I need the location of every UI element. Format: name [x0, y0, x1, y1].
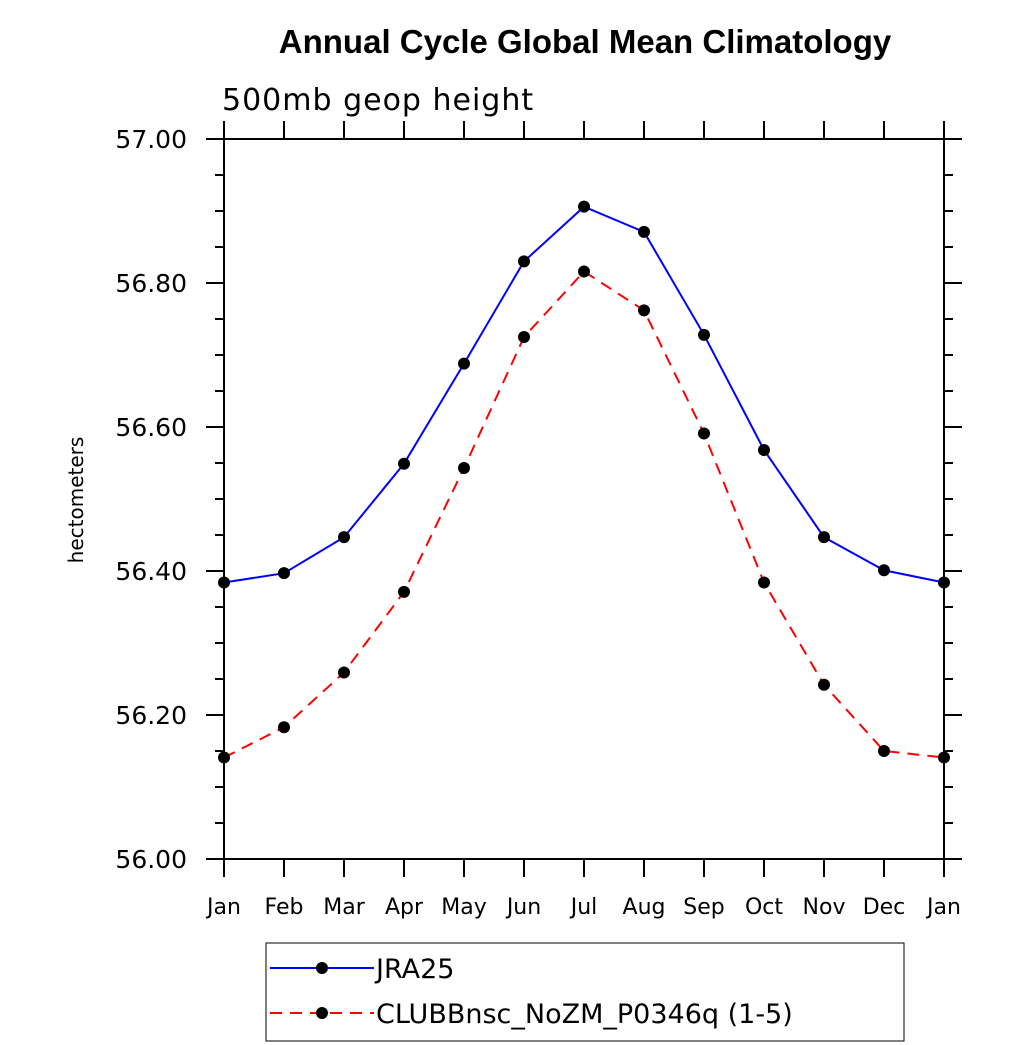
- x-tick-label: Sep: [683, 895, 724, 920]
- chart-subtitle: 500mb geop height: [222, 83, 534, 118]
- data-point-series-0: [518, 255, 530, 268]
- y-tick-label: 56.60: [115, 413, 187, 442]
- x-tick-label: Apr: [385, 895, 424, 920]
- data-point-series-0: [278, 567, 290, 580]
- chart-title: Annual Cycle Global Mean Climatology: [279, 23, 892, 60]
- data-point-series-0: [938, 576, 950, 589]
- data-point-series-0: [818, 531, 830, 544]
- data-point-series-1: [518, 331, 530, 343]
- data-point-series-1: [398, 585, 410, 598]
- data-point-series-0: [878, 564, 890, 577]
- data-point-series-1: [878, 745, 890, 757]
- data-point-series-1: [218, 751, 230, 764]
- x-tick-label: Jun: [505, 895, 541, 920]
- x-tick-label: Oct: [745, 895, 783, 920]
- data-point-series-0: [638, 225, 650, 238]
- data-point-series-0: [338, 531, 350, 544]
- legend: JRA25 CLUBBnsc_NoZM_P0346q (1-5): [265, 942, 905, 1042]
- plot-frame: [223, 138, 945, 860]
- data-point-series-0: [398, 457, 410, 470]
- x-tick-label: Mar: [323, 895, 365, 920]
- x-tick-label: Dec: [863, 895, 906, 920]
- legend-marker-jra25: [316, 962, 328, 974]
- y-tick-label: 56.00: [115, 845, 187, 874]
- data-point-series-1: [698, 427, 710, 440]
- x-tick-label: Aug: [623, 895, 666, 920]
- data-point-series-1: [458, 462, 470, 475]
- data-point-series-1: [638, 304, 650, 317]
- data-point-series-0: [578, 200, 590, 213]
- x-tick-label: Jan: [205, 895, 241, 920]
- data-point-series-0: [758, 444, 770, 457]
- y-tick-label: 56.40: [115, 557, 187, 586]
- data-point-series-1: [818, 678, 830, 691]
- data-point-series-1: [938, 751, 950, 764]
- x-tick-label: May: [441, 895, 486, 920]
- legend-label-clubb: CLUBBnsc_NoZM_P0346q (1-5): [376, 999, 793, 1030]
- data-point-series-1: [278, 721, 290, 734]
- axis-ticks: [206, 121, 962, 877]
- x-tick-label: Jul: [569, 895, 598, 920]
- series-line-1: [223, 270, 945, 759]
- data-point-series-0: [458, 357, 470, 370]
- data-point-series-1: [578, 265, 590, 278]
- y-tick-label: 56.80: [115, 269, 187, 298]
- x-tick-label: Nov: [803, 895, 846, 920]
- axis-tick-labels: 56.00 56.20 56.40 56.60 56.80 57.00 Jan Feb Mar A…: [115, 125, 961, 920]
- legend-box: [265, 942, 905, 1042]
- data-point-series-0: [698, 328, 710, 341]
- series-layer: [218, 200, 950, 764]
- y-tick-label: 56.20: [115, 701, 187, 730]
- y-axis-label: hectometers: [64, 437, 88, 564]
- x-tick-label: Feb: [265, 895, 304, 920]
- legend-marker-clubb: [316, 1007, 328, 1019]
- series-line-0: [223, 205, 945, 584]
- y-tick-label: 57.00: [115, 125, 187, 154]
- data-point-series-1: [338, 666, 350, 679]
- x-tick-label: Jan: [925, 895, 961, 920]
- data-point-series-1: [758, 576, 770, 589]
- data-point-series-0: [218, 576, 230, 589]
- legend-label-jra25: JRA25: [374, 954, 454, 985]
